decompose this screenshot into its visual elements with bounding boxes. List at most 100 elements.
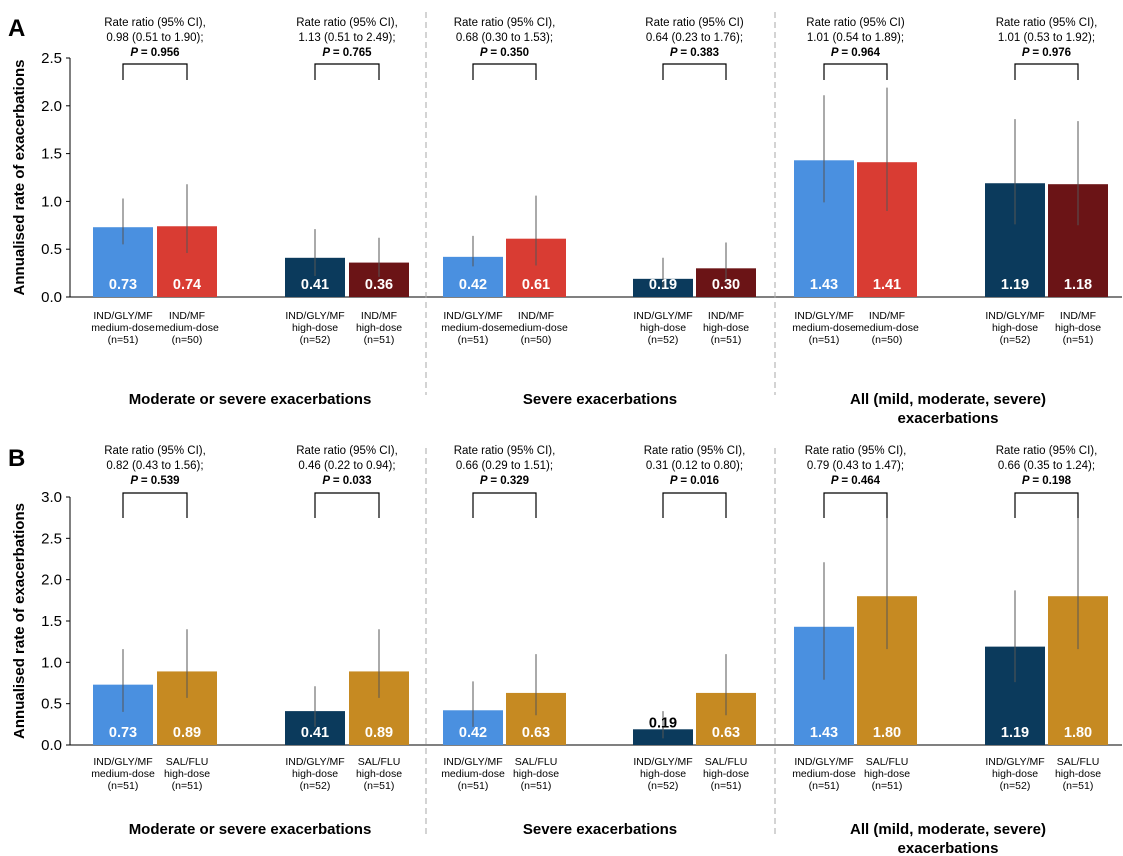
bar-value-label: 1.43 <box>810 725 838 741</box>
x-category-label: high-dose <box>1055 322 1101 334</box>
x-category-label: SAL/FLU <box>358 756 401 768</box>
p-value: P = 0.464 <box>831 475 881 487</box>
rate-ratio-label: Rate ratio (95% CI), <box>104 17 206 29</box>
x-category-label: medium-dose <box>855 322 919 334</box>
x-category-label: (n=51) <box>364 334 395 346</box>
bar-value-label: 0.73 <box>109 277 137 293</box>
p-value-text: = 0.198 <box>1032 475 1071 487</box>
x-category-label: (n=51) <box>872 780 903 792</box>
bar-value-label: 0.41 <box>301 277 329 293</box>
p-value-text: = 0.964 <box>841 47 880 59</box>
bar-value-label: 0.19 <box>649 277 677 293</box>
p-value: P = 0.329 <box>480 475 529 487</box>
p-value: P = 0.956 <box>130 47 179 59</box>
rate-ratio-ci: 1.01 (0.54 to 1.89); <box>807 32 904 44</box>
x-category-label: medium-dose <box>504 322 568 334</box>
p-symbol: P <box>130 47 140 59</box>
bar-value-label: 1.19 <box>1001 277 1029 293</box>
comparison-bracket <box>314 63 380 80</box>
x-category-label: SAL/FLU <box>1057 756 1100 768</box>
x-category-label: SAL/FLU <box>705 756 748 768</box>
group-title: Moderate or severe exacerbations <box>129 391 372 408</box>
bar-value-label: 0.61 <box>522 277 550 293</box>
rate-ratio-label: Rate ratio (95% CI), <box>644 445 746 457</box>
x-category-label: (n=50) <box>172 334 203 346</box>
group-title: All (mild, moderate, severe) exacerbation… <box>850 821 1046 856</box>
x-category-label: IND/MF <box>361 310 397 322</box>
p-value-text: = 0.956 <box>141 47 180 59</box>
y-tick-label: 1.5 <box>41 613 62 630</box>
panel-letter: A <box>8 15 25 42</box>
x-category-label: IND/MF <box>1060 310 1096 322</box>
comparison-bracket <box>472 63 537 80</box>
x-category-label: (n=51) <box>1063 780 1094 792</box>
rate-ratio-label: Rate ratio (95% CI), <box>104 445 206 457</box>
panel-b: B Annualised rate of exacerbations 0.0 0.5 1… <box>8 445 1122 856</box>
rate-ratio-label: Rate ratio (95% CI), <box>454 445 556 457</box>
rate-ratio-label: Rate ratio (95% CI), <box>454 17 556 29</box>
x-category-label: high-dose <box>356 322 402 334</box>
rate-ratio-label: Rate ratio (95% CI), <box>996 445 1098 457</box>
x-category-label: high-dose <box>292 768 338 780</box>
bar-value-label: 0.42 <box>459 725 487 741</box>
rate-ratio-ci: 1.01 (0.53 to 1.92); <box>998 32 1095 44</box>
p-value: P = 0.539 <box>130 475 179 487</box>
bar-value-label: 1.18 <box>1064 277 1092 293</box>
group-title: All (mild, moderate, severe) exacerbation… <box>850 391 1046 427</box>
comparison-bracket <box>662 63 727 80</box>
p-value: P = 0.976 <box>1022 47 1071 59</box>
p-symbol: P <box>322 47 332 59</box>
rate-ratio-ci: 0.79 (0.43 to 1.47); <box>807 460 904 472</box>
x-category-label: (n=51) <box>458 780 489 792</box>
rate-ratio-ci: 0.64 (0.23 to 1.76); <box>646 32 743 44</box>
x-category-label: high-dose <box>164 768 210 780</box>
y-tick-label: 1.5 <box>41 146 62 163</box>
x-category-label: SAL/FLU <box>866 756 909 768</box>
y-tick-label: 0.5 <box>41 696 62 713</box>
bar-value-label: 0.73 <box>109 725 137 741</box>
p-value: P = 0.383 <box>670 47 719 59</box>
p-symbol: P <box>1022 47 1032 59</box>
p-value-text: = 0.976 <box>1032 47 1071 59</box>
x-category-label: IND/GLY/MF <box>285 310 344 322</box>
p-value: P = 0.033 <box>322 475 371 487</box>
y-tick-label: 2.0 <box>41 572 62 589</box>
x-category-label: high-dose <box>640 322 686 334</box>
x-category-label: (n=52) <box>1000 780 1031 792</box>
x-category-label: IND/GLY/MF <box>443 756 502 768</box>
x-category-label: high-dose <box>1055 768 1101 780</box>
comparison-bracket <box>662 492 727 518</box>
x-category-label: (n=51) <box>711 780 742 792</box>
bar-value-label: 0.36 <box>365 277 393 293</box>
bar-value-label: 0.74 <box>173 277 201 293</box>
comparison-bracket <box>122 492 188 518</box>
p-symbol: P <box>831 475 841 487</box>
x-category-label: IND/MF <box>169 310 205 322</box>
group-title: Severe exacerbations <box>523 821 677 838</box>
p-symbol: P <box>1022 475 1032 487</box>
y-tick-label: 1.0 <box>41 193 62 210</box>
group-title: Moderate or severe exacerbations <box>129 821 372 838</box>
panel-letter: B <box>8 445 25 472</box>
bar-value-label: 0.63 <box>522 725 550 741</box>
x-category-label: high-dose <box>356 768 402 780</box>
rate-ratio-ci: 0.66 (0.35 to 1.24); <box>998 460 1095 472</box>
x-category-label: IND/GLY/MF <box>443 310 502 322</box>
p-value-text: = 0.016 <box>680 475 719 487</box>
y-tick-label: 0.5 <box>41 241 62 258</box>
y-tick-label: 2.5 <box>41 50 62 67</box>
rate-ratio-ci: 0.31 (0.12 to 0.80); <box>646 460 743 472</box>
x-category-label: high-dose <box>513 768 559 780</box>
x-category-label: high-dose <box>703 322 749 334</box>
rate-ratio-ci: 0.82 (0.43 to 1.56); <box>106 460 203 472</box>
x-category-label: SAL/FLU <box>515 756 558 768</box>
x-category-label: (n=51) <box>364 780 395 792</box>
x-category-label: medium-dose <box>441 322 505 334</box>
x-category-label: (n=51) <box>711 334 742 346</box>
bar-value-label: 1.41 <box>873 277 901 293</box>
rate-ratio-ci: 0.68 (0.30 to 1.53); <box>456 32 553 44</box>
p-symbol: P <box>670 47 680 59</box>
panel-a: A Annualised rate of exacerbations 0.0 0.5 1… <box>8 12 1122 427</box>
x-category-label: (n=51) <box>809 334 840 346</box>
x-category-label: (n=52) <box>648 334 679 346</box>
